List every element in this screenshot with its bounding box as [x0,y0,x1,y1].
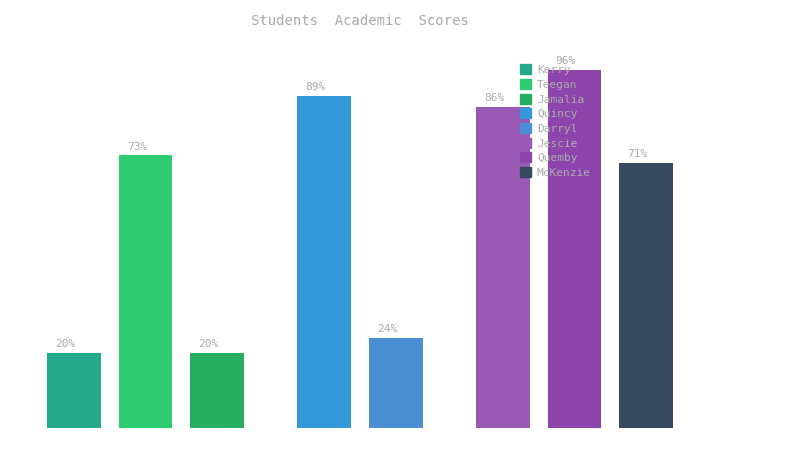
Legend: Kerry, Teegan, Jamalia, Quincy, Darryl, Jescie, Quemby, McKenzie: Kerry, Teegan, Jamalia, Quincy, Darryl, … [517,61,594,181]
Bar [476,107,530,427]
Bar [47,353,101,428]
Text: 24%: 24% [377,324,398,334]
Title: Students  Academic  Scores: Students Academic Scores [251,14,469,28]
Bar [548,70,602,427]
Bar [369,338,422,428]
Bar [298,96,351,428]
Bar [190,353,244,428]
Text: 96%: 96% [556,56,576,66]
Bar [619,163,673,428]
Bar [118,155,172,428]
Text: 20%: 20% [55,339,75,349]
Text: 89%: 89% [306,82,326,92]
Text: 73%: 73% [126,142,147,152]
Text: 71%: 71% [627,149,647,159]
Text: 86%: 86% [484,93,505,103]
Text: 20%: 20% [198,339,218,349]
